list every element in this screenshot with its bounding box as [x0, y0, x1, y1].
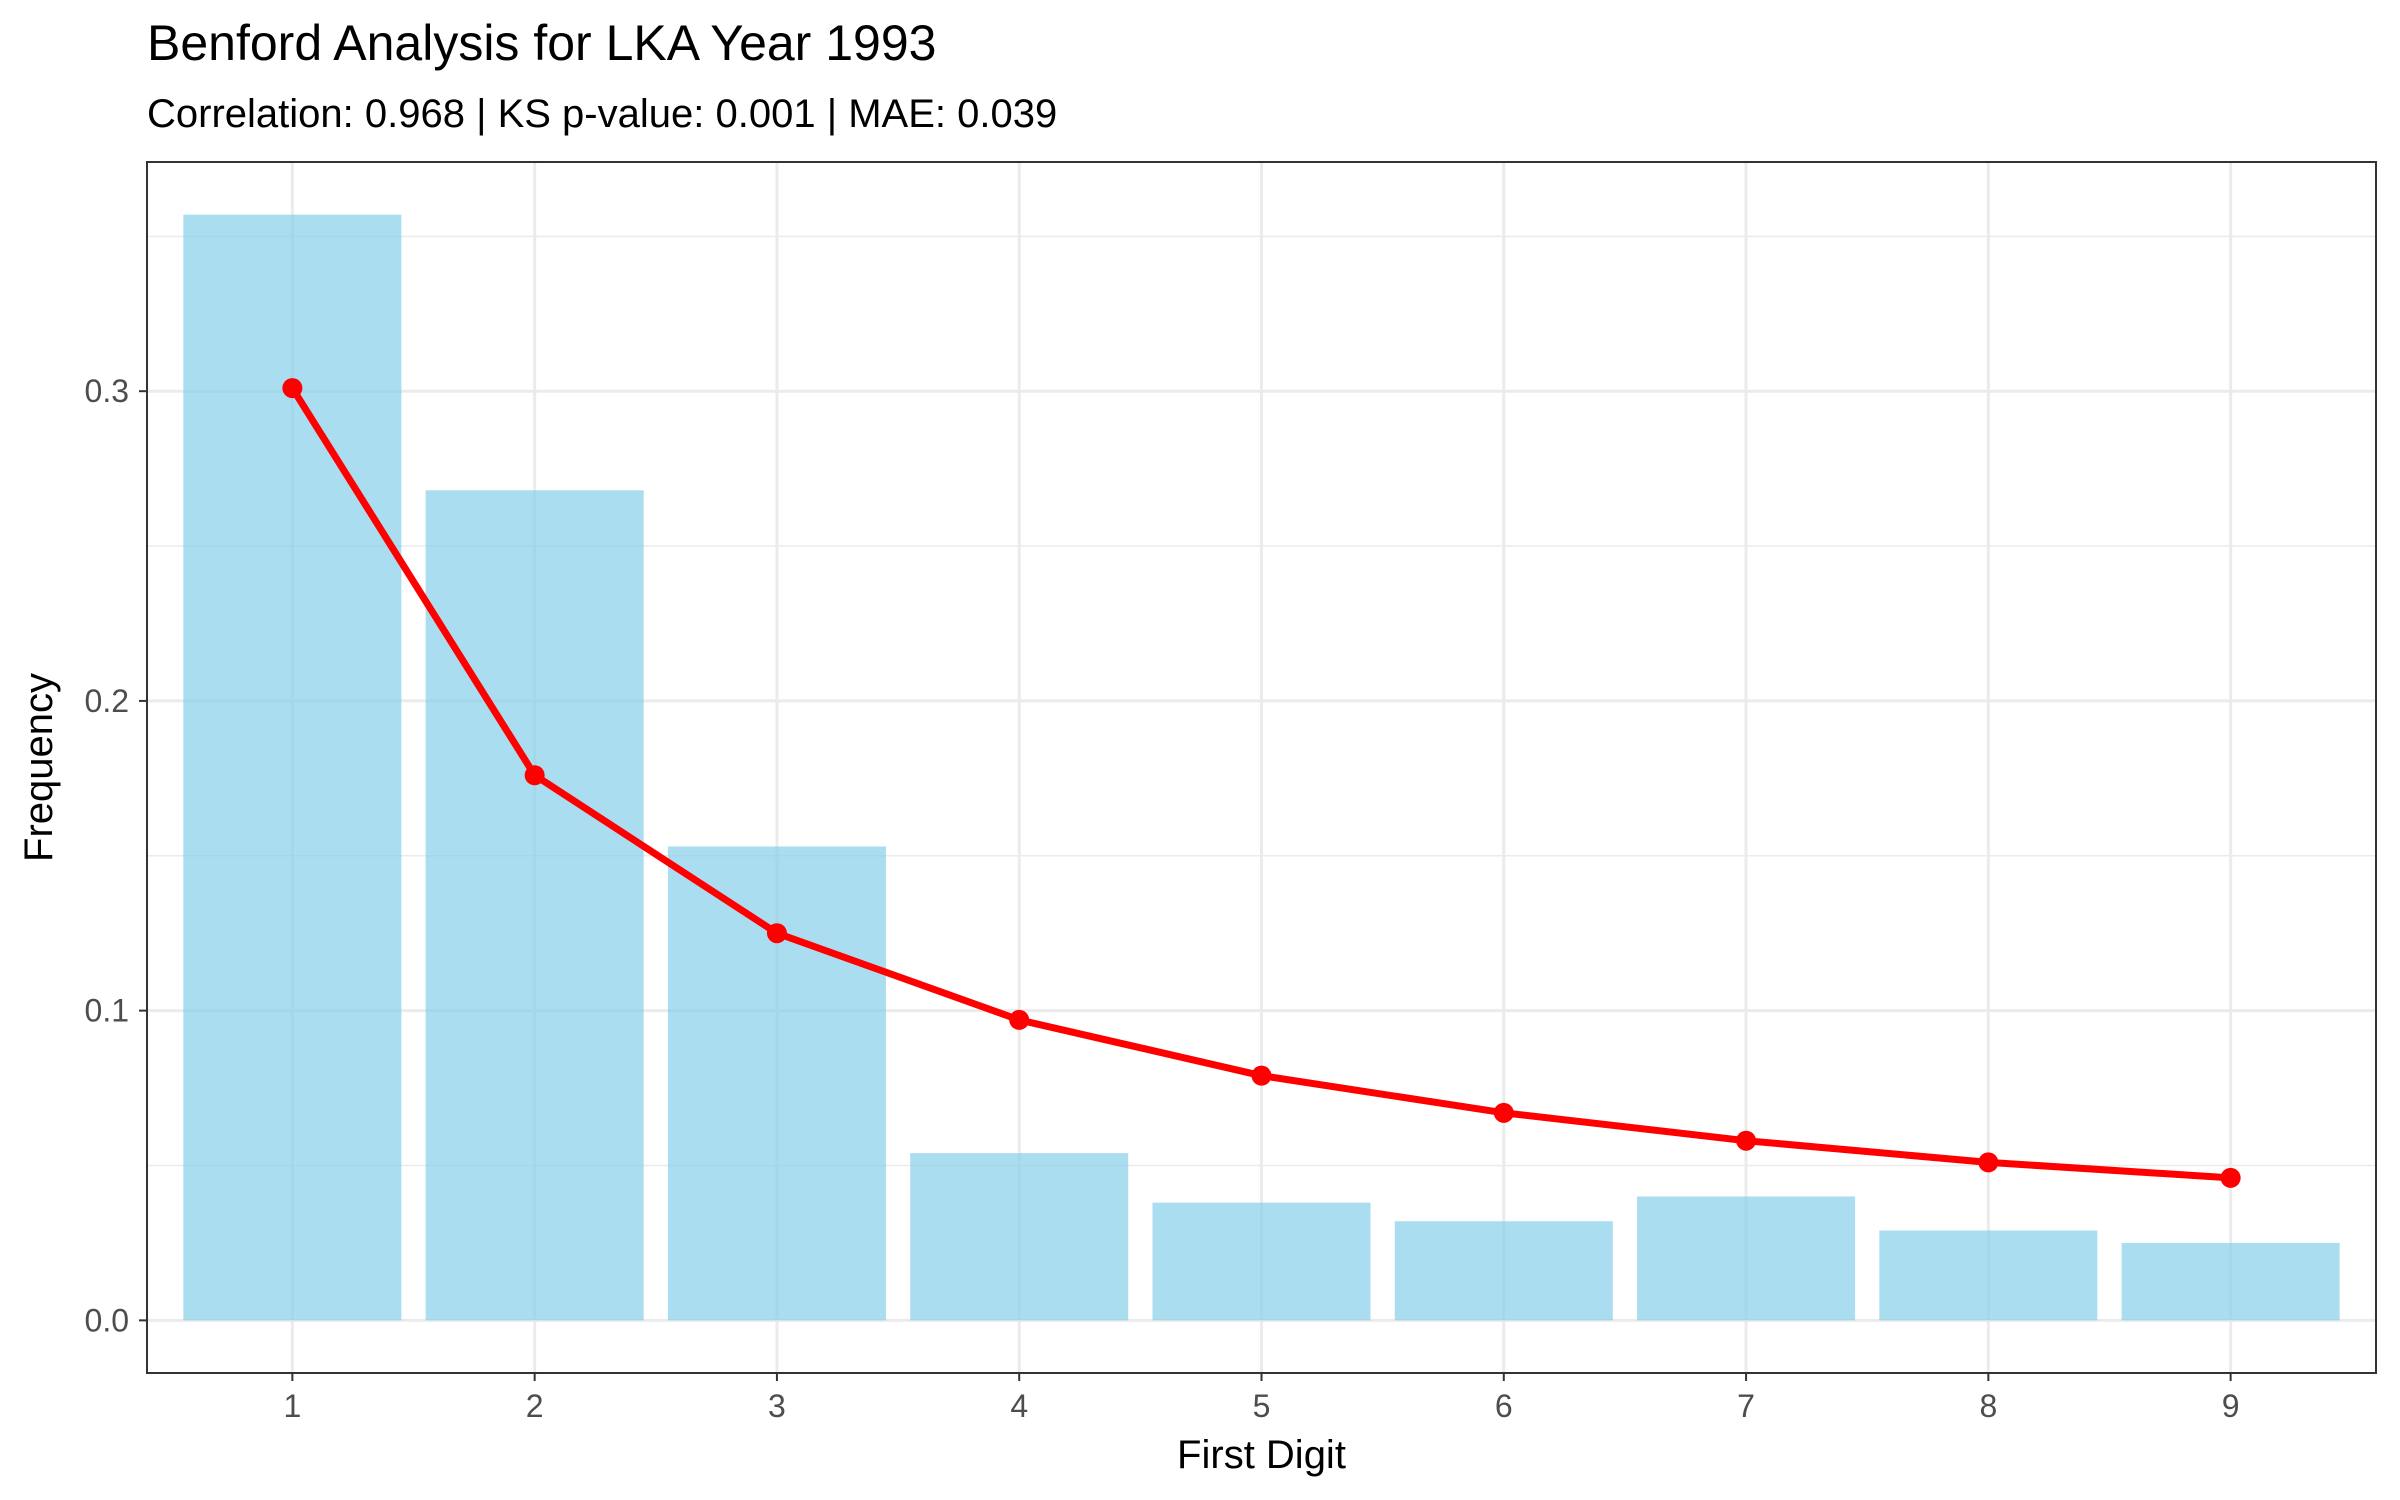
- x-tick-label: 7: [1737, 1388, 1755, 1424]
- bar-digit-6: [1394, 1221, 1613, 1321]
- benford-expected-points: [282, 378, 2241, 1188]
- bar-digit-1: [183, 214, 402, 1321]
- bar-digit-5: [1152, 1202, 1371, 1321]
- benford-point-5: [1251, 1065, 1272, 1086]
- x-tick-label: 3: [768, 1388, 786, 1424]
- x-tick-label: 9: [2222, 1388, 2240, 1424]
- y-axis-title: Frequency: [17, 673, 61, 862]
- bar-digit-4: [910, 1153, 1129, 1321]
- x-axis-title: First Digit: [1177, 1433, 1346, 1477]
- x-tick-label: 1: [283, 1388, 301, 1424]
- bars: [183, 214, 2340, 1321]
- benford-point-6: [1493, 1102, 1514, 1123]
- benford-point-1: [282, 378, 303, 399]
- benford-point-2: [524, 765, 545, 786]
- y-tick-label: 0.0: [85, 1302, 129, 1338]
- benford-point-9: [2220, 1167, 2241, 1188]
- benford-point-3: [766, 923, 787, 944]
- x-tick-label: 5: [1253, 1388, 1271, 1424]
- y-tick-label: 0.2: [85, 683, 129, 719]
- bar-digit-8: [1879, 1230, 2098, 1321]
- y-axis: 0.0 0.1 0.2 0.3: [85, 373, 147, 1338]
- benford-point-8: [1978, 1152, 1999, 1173]
- bar-digit-3: [667, 846, 886, 1321]
- chart-title: Benford Analysis for LKA Year 1993: [147, 15, 936, 71]
- x-axis: 1 2 3 4 5 6 7 8 9: [283, 1373, 2240, 1424]
- bar-digit-7: [1637, 1196, 1856, 1321]
- bar-digit-9: [2121, 1242, 2340, 1321]
- x-tick-label: 8: [1979, 1388, 1997, 1424]
- benford-point-4: [1009, 1009, 1030, 1030]
- bar-digit-2: [425, 490, 644, 1321]
- x-tick-label: 6: [1495, 1388, 1513, 1424]
- y-tick-label: 0.1: [85, 993, 129, 1029]
- benford-point-7: [1736, 1130, 1757, 1151]
- chart-subtitle: Correlation: 0.968 | KS p-value: 0.001 |…: [147, 92, 1057, 136]
- y-tick-label: 0.3: [85, 373, 129, 409]
- x-tick-label: 4: [1010, 1388, 1028, 1424]
- x-tick-label: 2: [526, 1388, 544, 1424]
